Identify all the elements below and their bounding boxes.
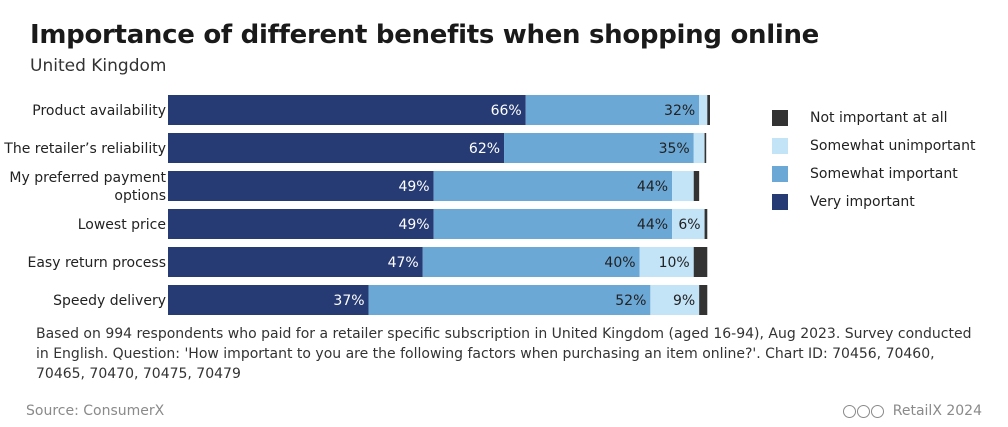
bar-segment (504, 133, 694, 163)
category-label: The retailer’s reliability (3, 141, 166, 157)
bar-segment (639, 247, 694, 277)
bar-segment (699, 285, 708, 315)
bar-segment (672, 171, 694, 201)
chart-footnote: Based on 994 respondents who paid for a … (36, 326, 972, 382)
bar-segment (693, 171, 700, 201)
bar-segment (168, 133, 505, 163)
category-label: Product availability (32, 103, 166, 119)
legend-item: Somewhat unimportant (772, 132, 975, 160)
legend-item: Very important (772, 188, 975, 216)
data-label: 44% (637, 217, 668, 233)
data-label: 40% (604, 255, 635, 271)
data-label: 49% (398, 217, 429, 233)
bar-segment (168, 285, 369, 315)
bar-segment (704, 133, 707, 163)
stacked-bar-chart: Product availability 66% 32% The retailer’s… (3, 95, 710, 315)
legend-label: Somewhat important (810, 166, 958, 182)
bar-segment (168, 95, 526, 125)
bar-segment (368, 285, 651, 315)
legend-swatch (772, 110, 788, 126)
bar-segment (650, 285, 700, 315)
brand-mark: RetailX 2024 (842, 403, 982, 419)
bar-segment (433, 171, 673, 201)
data-label: 66% (491, 103, 522, 119)
bar-segment (704, 209, 708, 239)
bar-segment (693, 247, 708, 277)
bar-segment (168, 247, 423, 277)
bar-segment (699, 95, 708, 125)
category-label: Easy return process (27, 255, 166, 271)
source-note: Source: ConsumerX (26, 403, 165, 419)
chart-legend: Not important at all Somewhat unimportant… (772, 104, 975, 216)
data-label: 62% (469, 141, 500, 157)
data-label: 6% (678, 217, 700, 233)
bar-segment (168, 171, 434, 201)
legend-item: Somewhat important (772, 160, 975, 188)
bar-segment (693, 133, 705, 163)
data-label: 35% (659, 141, 690, 157)
data-label: 52% (615, 293, 646, 309)
category-label: Lowest price (78, 217, 166, 233)
data-label: 44% (637, 179, 668, 195)
data-label: 10% (659, 255, 690, 271)
bar-segment (672, 209, 705, 239)
data-label: 49% (398, 179, 429, 195)
legend-swatch (772, 194, 788, 210)
category-label: My preferred payment options (9, 170, 166, 204)
legend-swatch (772, 166, 788, 182)
legend-swatch (772, 138, 788, 154)
legend-label: Not important at all (810, 110, 948, 126)
brand-label: RetailX 2024 (892, 403, 982, 419)
bar-segment (525, 95, 700, 125)
category-label: Speedy delivery (53, 293, 166, 309)
chart-title: Importance of different benefits when sh… (30, 20, 819, 50)
creative-commons-icon (842, 404, 885, 418)
bar-segment (433, 209, 673, 239)
bar-segment (168, 209, 434, 239)
bar-segment (422, 247, 640, 277)
legend-item: Not important at all (772, 104, 975, 132)
legend-label: Very important (810, 194, 915, 210)
chart-subtitle: United Kingdom (30, 56, 167, 76)
data-label: 9% (673, 293, 695, 309)
data-label: 32% (664, 103, 695, 119)
data-label: 37% (333, 293, 364, 309)
data-label: 47% (388, 255, 419, 271)
legend-label: Somewhat unimportant (810, 138, 976, 154)
bar-segment (707, 95, 710, 125)
